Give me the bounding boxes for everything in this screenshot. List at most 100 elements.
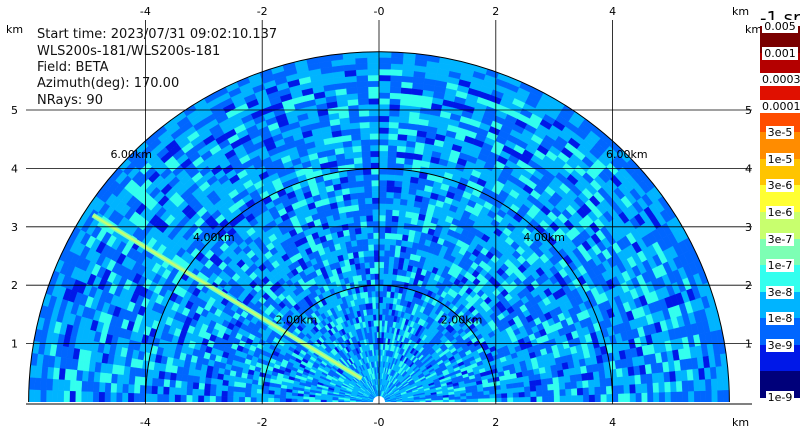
field-cell — [616, 376, 624, 386]
field-cell — [378, 191, 387, 198]
field-cell — [351, 139, 362, 147]
field-cell — [378, 203, 387, 210]
field-cell — [356, 244, 364, 252]
field-cell — [383, 261, 390, 269]
field-cell — [577, 394, 584, 402]
field-cell — [369, 150, 380, 158]
field-cell — [356, 192, 365, 199]
field-cell — [623, 392, 631, 402]
field-cell — [653, 391, 660, 402]
field-cell — [587, 379, 595, 388]
field-cell — [398, 204, 407, 212]
field-cell — [383, 273, 389, 280]
field-cell — [392, 268, 398, 276]
field-cell — [386, 285, 392, 292]
field-cell — [359, 127, 370, 135]
field-cell — [392, 197, 401, 205]
field-cell — [389, 92, 401, 100]
field-cell — [374, 273, 380, 280]
field-cell — [347, 181, 357, 189]
field-cell — [378, 197, 387, 204]
field-cell — [378, 209, 386, 216]
field-cell — [394, 174, 404, 182]
field-cell — [374, 290, 380, 298]
field-cell — [355, 233, 363, 241]
field-cell — [399, 245, 407, 253]
field-cell — [396, 227, 404, 235]
field-cell — [397, 215, 406, 223]
field-cell — [540, 378, 548, 386]
field-cell — [635, 383, 642, 394]
field-cell — [368, 115, 380, 123]
field-cell — [536, 390, 543, 397]
field-cell — [351, 204, 360, 212]
field-cell — [357, 203, 366, 211]
field-cell — [581, 372, 589, 381]
field-cell — [390, 285, 396, 293]
field-cell — [361, 156, 371, 164]
field-cell — [571, 387, 578, 396]
field-cell — [368, 121, 380, 128]
field-cell — [558, 382, 566, 390]
field-cell — [391, 273, 398, 281]
field-cell — [387, 156, 397, 164]
field-cell — [586, 371, 595, 381]
field-cell — [378, 74, 391, 82]
field-cell — [664, 381, 672, 393]
field-cell — [360, 139, 371, 146]
field-cell — [524, 396, 532, 402]
field-cell — [600, 393, 608, 402]
field-cell — [378, 57, 392, 64]
field-cell — [383, 250, 390, 257]
field-cell — [681, 380, 689, 392]
field-cell — [569, 374, 577, 383]
field-cell — [564, 381, 572, 390]
field-cell — [360, 144, 371, 152]
field-cell — [378, 156, 388, 163]
field-cell — [387, 150, 397, 158]
field-cell — [355, 74, 369, 82]
field-cell — [364, 267, 371, 275]
field-cell — [640, 373, 648, 384]
field-cell — [385, 191, 394, 199]
field-cell — [593, 378, 601, 388]
field-cell — [489, 397, 497, 402]
field-cell — [368, 98, 380, 105]
field-cell — [365, 273, 371, 281]
field-cell — [378, 214, 386, 222]
field-cell — [518, 396, 526, 402]
field-cell — [378, 86, 391, 93]
field-cell — [716, 377, 724, 391]
field-cell — [629, 383, 637, 394]
field-cell — [378, 138, 389, 146]
field-cell — [542, 395, 549, 402]
field-cell — [378, 314, 383, 321]
field-cell — [378, 290, 384, 298]
field-cell — [373, 238, 380, 245]
field-cell — [355, 63, 368, 71]
field-cell — [368, 261, 375, 269]
field-cell — [600, 385, 607, 395]
field-cell — [371, 296, 376, 304]
field-cell — [711, 389, 718, 402]
field-cell — [378, 109, 390, 117]
field-cell — [523, 385, 531, 393]
field-cell — [641, 392, 648, 402]
field-cell — [366, 57, 380, 64]
field-cell — [501, 392, 508, 398]
field-cell — [687, 379, 695, 392]
field-cell — [592, 370, 600, 380]
field-cell — [378, 103, 390, 111]
field-cell — [378, 121, 390, 128]
field-cell — [582, 387, 590, 396]
field-cell — [359, 121, 370, 129]
field-cell — [378, 68, 391, 76]
field-cell — [382, 290, 387, 298]
field-cell — [360, 133, 371, 141]
field-cell — [371, 290, 376, 298]
field-cell — [628, 374, 636, 385]
field-cell — [378, 238, 385, 245]
field-cell — [623, 384, 631, 394]
field-cell — [370, 168, 380, 175]
field-cell — [390, 57, 404, 65]
